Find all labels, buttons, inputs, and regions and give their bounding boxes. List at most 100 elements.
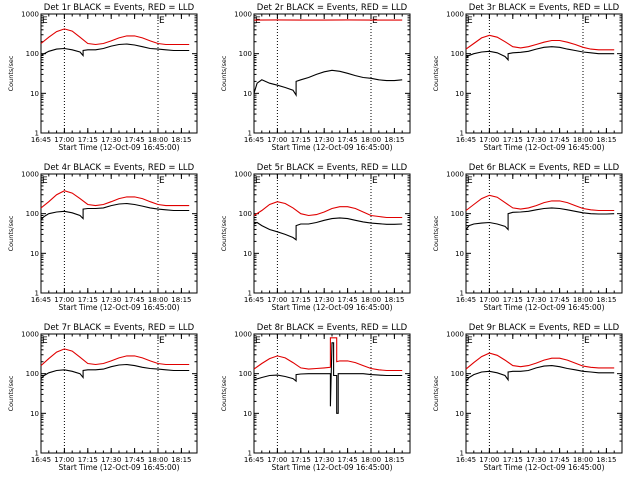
x-tick-label: 18:15 xyxy=(171,136,191,144)
flag-label: E xyxy=(159,336,165,346)
flag-label: E xyxy=(372,176,378,186)
series-line-events xyxy=(253,217,403,241)
x-tick-label: 16:45 xyxy=(456,456,476,464)
x-axis-label: Start Time (12-Oct-09 16:45:00) xyxy=(271,143,392,152)
y-tick-label: 1 xyxy=(248,130,252,138)
x-axis-label: Start Time (12-Oct-09 16:45:00) xyxy=(483,143,604,152)
y-tick-label: 1000 xyxy=(234,11,252,19)
series-line-lld xyxy=(40,28,190,46)
y-tick-label: 100 xyxy=(239,370,252,378)
y-tick-label: 100 xyxy=(239,50,252,58)
plot-frame xyxy=(253,13,411,134)
series-line-events xyxy=(40,202,190,221)
x-tick-label: 17:45 xyxy=(338,296,358,304)
y-tick-label: 1000 xyxy=(21,331,39,339)
x-tick-label: 17:00 xyxy=(267,296,287,304)
y-tick-label: 10 xyxy=(30,410,39,418)
series-line-lld xyxy=(40,190,190,209)
x-tick-label: 18:00 xyxy=(148,456,168,464)
plot-frame xyxy=(40,333,198,454)
x-tick-label: 17:00 xyxy=(267,136,287,144)
y-axis-label: Counts/sec xyxy=(432,215,440,251)
y-tick-label: 100 xyxy=(239,210,252,218)
x-tick-label: 17:00 xyxy=(54,136,74,144)
x-tick-label: 17:00 xyxy=(479,296,499,304)
y-tick-label: 1 xyxy=(35,290,39,298)
x-tick-label: 17:15 xyxy=(503,136,523,144)
x-tick-label: 17:45 xyxy=(125,456,145,464)
panel-title: Det 9r BLACK = Events, RED = LLD xyxy=(469,323,620,333)
flag-label: E xyxy=(584,16,590,26)
series-line-events xyxy=(465,365,615,382)
y-axis-label: Counts/sec xyxy=(7,55,15,91)
y-tick-label: 100 xyxy=(26,370,39,378)
x-tick-label: 18:15 xyxy=(596,136,616,144)
flag-label: E xyxy=(372,336,378,346)
y-tick-label: 100 xyxy=(451,50,464,58)
flag-label: E xyxy=(584,336,590,346)
x-axis-label: Start Time (12-Oct-09 16:45:00) xyxy=(483,303,604,312)
x-tick-label: 17:15 xyxy=(291,296,311,304)
y-tick-label: 1000 xyxy=(446,331,464,339)
y-tick-label: 10 xyxy=(243,410,252,418)
flag-label: E xyxy=(42,16,48,26)
x-tick-label: 17:30 xyxy=(526,136,546,144)
x-tick-label: 18:00 xyxy=(361,456,381,464)
x-tick-label: 17:30 xyxy=(314,456,334,464)
x-tick-label: 17:00 xyxy=(479,136,499,144)
panel-3: Det 3r BLACK = Events, RED = LLD 1 10 100 10… xyxy=(432,3,623,152)
x-tick-label: 17:15 xyxy=(291,456,311,464)
panel-title: Det 7r BLACK = Events, RED = LLD xyxy=(44,323,195,333)
panel-title: Det 2r BLACK = Events, RED = LLD xyxy=(257,3,408,13)
flag-label: E xyxy=(467,176,473,186)
y-axis-label: Counts/sec xyxy=(220,55,228,91)
x-tick-label: 17:15 xyxy=(78,456,98,464)
y-tick-label: 10 xyxy=(30,250,39,258)
y-axis-label: Counts/sec xyxy=(7,375,15,411)
flag-label: E xyxy=(372,16,378,26)
flag-label: E xyxy=(255,336,261,346)
x-axis-label: Start Time (12-Oct-09 16:45:00) xyxy=(271,463,392,472)
plot-frame xyxy=(253,173,411,294)
x-tick-label: 17:15 xyxy=(78,136,98,144)
series-line-events xyxy=(40,43,190,57)
series-line-lld xyxy=(253,337,403,372)
y-tick-label: 1000 xyxy=(234,331,252,339)
x-tick-label: 17:30 xyxy=(526,296,546,304)
flag-label: E xyxy=(467,16,473,26)
panel-6: Det 6r BLACK = Events, RED = LLD 1 10 100 10… xyxy=(432,163,623,312)
x-tick-label: 18:00 xyxy=(573,136,593,144)
series-line-events xyxy=(253,69,403,97)
y-tick-label: 100 xyxy=(26,210,39,218)
x-tick-label: 17:30 xyxy=(101,136,121,144)
panel-5: Det 5r BLACK = Events, RED = LLD 1 10 100 10… xyxy=(220,163,411,312)
panel-title: Det 3r BLACK = Events, RED = LLD xyxy=(469,3,620,13)
flag-label: E xyxy=(42,336,48,346)
x-tick-label: 18:00 xyxy=(573,456,593,464)
y-tick-label: 10 xyxy=(243,250,252,258)
x-tick-label: 17:00 xyxy=(54,296,74,304)
y-tick-label: 10 xyxy=(243,90,252,98)
panel-7: Det 7r BLACK = Events, RED = LLD 1 10 100 10… xyxy=(7,323,198,472)
x-tick-label: 17:45 xyxy=(550,456,570,464)
x-tick-label: 18:15 xyxy=(596,456,616,464)
x-tick-label: 17:00 xyxy=(54,456,74,464)
x-tick-label: 16:45 xyxy=(456,296,476,304)
x-tick-label: 18:15 xyxy=(171,456,191,464)
panel-title: Det 1r BLACK = Events, RED = LLD xyxy=(44,3,195,13)
x-tick-label: 17:45 xyxy=(550,136,570,144)
y-tick-label: 1 xyxy=(460,450,464,458)
x-tick-label: 16:45 xyxy=(31,136,51,144)
x-axis-label: Start Time (12-Oct-09 16:45:00) xyxy=(58,143,179,152)
flag-label: E xyxy=(42,176,48,186)
x-tick-label: 17:30 xyxy=(101,456,121,464)
y-tick-label: 1 xyxy=(35,450,39,458)
panel-1: Det 1r BLACK = Events, RED = LLD 1 10 100 10… xyxy=(7,3,198,152)
plot-frame xyxy=(40,173,198,294)
y-tick-label: 1 xyxy=(460,290,464,298)
y-tick-label: 1000 xyxy=(21,11,39,19)
plot-frame xyxy=(465,173,623,294)
y-tick-label: 1 xyxy=(248,450,252,458)
x-tick-label: 17:15 xyxy=(503,296,523,304)
